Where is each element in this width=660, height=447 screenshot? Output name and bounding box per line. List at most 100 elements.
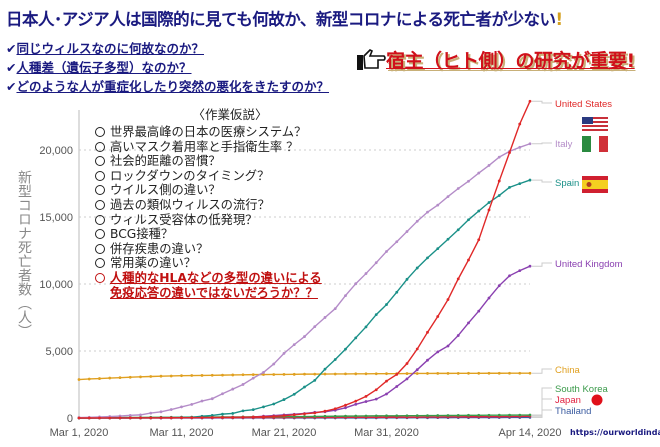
data-point — [385, 372, 388, 376]
hypothesis-text: 高いマスク着用率と手指衛生率 ？ — [110, 139, 299, 154]
data-point — [292, 413, 296, 417]
data-point — [497, 284, 501, 288]
data-point — [374, 261, 378, 265]
data-point — [333, 358, 337, 361]
pointing-hand-icon — [357, 48, 386, 70]
data-point — [262, 373, 265, 376]
flag-stripe — [582, 125, 608, 127]
data-point — [518, 122, 522, 126]
circle-bullet-icon — [95, 156, 105, 167]
question-3: ✔どのような人が重症化したり突然の悪化をきたすのか？ — [6, 76, 329, 95]
data-point — [159, 374, 163, 378]
data-point — [467, 179, 470, 183]
data-point — [405, 230, 409, 233]
data-point — [344, 372, 347, 376]
data-point — [395, 414, 399, 418]
data-point — [426, 330, 429, 334]
data-point — [364, 394, 368, 398]
flag-stripe — [582, 121, 608, 123]
data-point — [344, 414, 347, 418]
data-point — [149, 411, 153, 415]
data-point — [395, 240, 399, 244]
data-point — [313, 414, 317, 418]
x-tick-label: Apr 14, 2020 — [499, 427, 562, 439]
data-point — [364, 272, 368, 275]
data-point — [405, 377, 409, 381]
data-point — [528, 99, 532, 103]
data-point — [272, 402, 276, 406]
hypothesis-text: BCG接種？ — [110, 227, 174, 242]
data-point — [467, 218, 470, 222]
x-tick-label: Mar 31, 2020 — [354, 427, 419, 439]
data-point — [128, 416, 132, 420]
circle-bullet-icon — [95, 243, 105, 254]
data-point — [405, 362, 409, 365]
y-tick-label: 15,000 — [39, 212, 73, 224]
data-point — [313, 411, 317, 415]
data-point — [251, 376, 255, 380]
data-point — [477, 209, 481, 213]
data-point — [518, 269, 522, 272]
circle-bullet-icon — [95, 258, 105, 269]
circle-bullet-icon — [95, 229, 105, 240]
it-flag-icon — [582, 136, 608, 152]
es-flag-icon — [582, 176, 608, 193]
data-point — [323, 372, 327, 376]
label-connector — [532, 368, 552, 374]
data-point — [487, 296, 491, 300]
circle-bullet-icon — [95, 214, 105, 225]
question-text: 人種差（遺伝子多型）なのか？ — [16, 60, 192, 75]
data-point — [344, 347, 347, 351]
data-point — [467, 258, 470, 262]
data-point — [354, 414, 358, 418]
data-point — [426, 372, 429, 375]
data-point — [354, 372, 358, 376]
data-point — [344, 406, 347, 410]
data-point — [415, 368, 419, 372]
data-point — [282, 351, 286, 355]
hypothesis-item: 高いマスク着用率と手指衛生率 ？ — [95, 140, 375, 155]
data-point — [87, 377, 91, 381]
flag-stripe — [582, 123, 608, 125]
flag-stripe — [582, 129, 608, 131]
data-point — [364, 325, 368, 329]
data-point — [180, 405, 183, 409]
y-tick-label: 0 — [67, 413, 73, 425]
data-point — [272, 362, 276, 366]
hypothesis-text: 人種的なHLAなどの多型の違いによる — [110, 270, 322, 285]
data-point — [272, 373, 276, 376]
data-point — [169, 374, 173, 378]
data-point — [149, 375, 153, 378]
data-point — [344, 403, 347, 407]
data-point — [169, 416, 173, 420]
data-point — [313, 378, 317, 382]
series-label: United States — [555, 99, 612, 110]
hypothesis-item: 併存疾患の違い？ — [95, 242, 375, 257]
data-point — [477, 371, 481, 375]
data-point — [415, 347, 419, 351]
data-point — [262, 370, 265, 374]
data-point — [292, 372, 296, 376]
data-point — [487, 164, 491, 167]
hypothesis-item: BCG接種？ — [95, 227, 375, 242]
source-link[interactable]: https://ourworldindata.org/ — [570, 428, 660, 437]
data-point — [415, 372, 419, 375]
hypotheses-heading: 〈作業仮説〉 — [192, 107, 268, 122]
data-point — [262, 415, 265, 419]
checkmark-icon: ✔ — [6, 41, 17, 56]
data-point — [405, 414, 409, 418]
data-point — [446, 298, 450, 301]
checkmark-icon: ✔ — [6, 79, 17, 94]
data-point — [436, 414, 440, 417]
key-message: 宿主（ヒト側）の研究が重要! — [356, 46, 635, 73]
data-point — [108, 416, 112, 420]
data-point — [292, 392, 296, 396]
data-point — [333, 372, 337, 376]
data-point — [415, 414, 419, 418]
circle-bullet-icon — [95, 185, 105, 196]
data-point — [467, 321, 470, 325]
hypothesis-item: ウィルス受容体の低発現？ — [95, 213, 375, 228]
hypothesis-item: 常用薬の違い？ — [95, 256, 375, 271]
jp-flag-icon — [591, 394, 603, 406]
flag-stripe — [582, 117, 608, 119]
